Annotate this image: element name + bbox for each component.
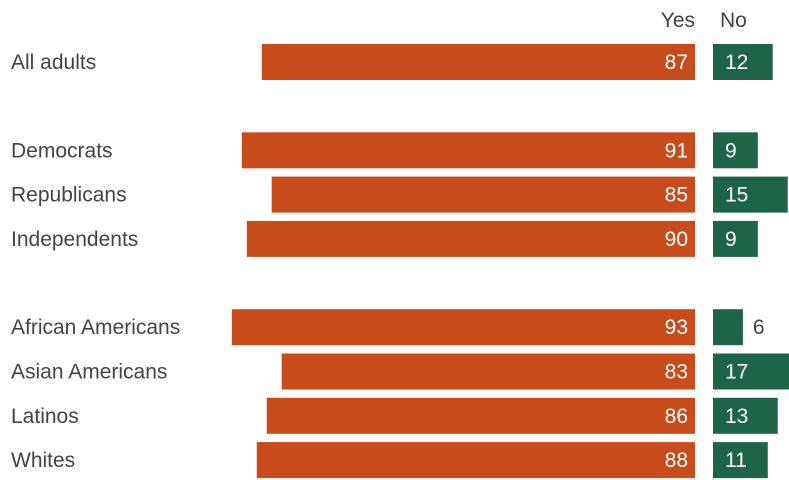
no-bar-all-adults: [713, 44, 773, 80]
no-bar-democrats: [713, 132, 758, 169]
yes-value-independents: 90: [665, 228, 688, 251]
yes-bar-republicans: [271, 176, 695, 213]
no-value-latinos: 13: [725, 405, 748, 428]
category-label-independents: Independents: [11, 228, 138, 251]
yes-bar-latinos: [266, 397, 695, 434]
yes-bar-all-adults: [261, 44, 695, 80]
no-bar-republicans: [713, 176, 788, 213]
yes-bar-whites: [256, 442, 695, 479]
no-value-independents: 9: [725, 228, 737, 251]
yes-value-latinos: 86: [665, 405, 688, 428]
category-label-asian-americans: Asian Americans: [11, 361, 167, 384]
no-value-whites: 11: [725, 449, 747, 472]
category-label-latinos: Latinos: [11, 405, 79, 428]
yes-bar-independents: [246, 220, 696, 257]
chart-rows: All adults 87 12 Democrats 91 9 Republicans 85 1…: [11, 44, 789, 479]
yes-value-republicans: 85: [665, 184, 688, 207]
yes-bar-asian-americans: [281, 353, 695, 390]
no-value-republicans: 15: [725, 184, 748, 207]
yes-value-democrats: 91: [665, 139, 688, 162]
category-label-whites: Whites: [11, 449, 75, 472]
yes-value-asian-americans: 83: [665, 361, 688, 384]
yes-column-header: Yes: [661, 9, 695, 32]
no-bar-latinos: [713, 397, 778, 434]
no-bar-whites: [713, 442, 768, 479]
category-label-all-adults: All adults: [11, 51, 96, 74]
no-value-democrats: 9: [725, 139, 737, 162]
no-bar-independents: [713, 220, 758, 257]
no-column-header: No: [720, 9, 747, 32]
yes-bar-african-americans: [231, 309, 696, 346]
no-value-all-adults: 12: [725, 51, 748, 74]
no-value-asian-americans: 17: [725, 361, 748, 384]
category-label-republicans: Republicans: [11, 184, 127, 207]
yes-value-whites: 88: [665, 449, 688, 472]
yes-bar-democrats: [241, 132, 695, 169]
no-bar-african-americans: [713, 309, 743, 346]
category-label-african-americans: African Americans: [11, 316, 180, 339]
yes-value-all-adults: 87: [665, 51, 688, 74]
no-value-african-americans: 6: [753, 316, 765, 339]
no-bar-asian-americans: [713, 353, 789, 390]
category-label-democrats: Democrats: [11, 139, 113, 162]
yes-value-african-americans: 93: [665, 316, 688, 339]
